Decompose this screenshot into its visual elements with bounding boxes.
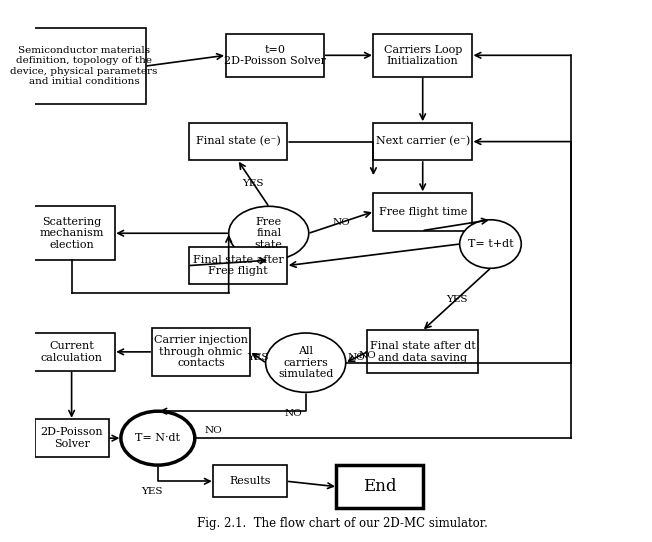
- Text: Fig. 2.1.  The flow chart of our 2D-MC simulator.: Fig. 2.1. The flow chart of our 2D-MC si…: [197, 517, 488, 530]
- Text: NO: NO: [348, 353, 365, 362]
- Text: Results: Results: [230, 476, 271, 486]
- FancyBboxPatch shape: [22, 28, 145, 104]
- Text: Final state after
Free flight: Final state after Free flight: [192, 255, 283, 276]
- FancyBboxPatch shape: [188, 247, 287, 285]
- Text: NO: NO: [284, 409, 303, 417]
- FancyBboxPatch shape: [226, 34, 324, 77]
- Text: YES: YES: [446, 295, 467, 304]
- Text: NO: NO: [204, 427, 222, 435]
- Text: t=0
2D-Poisson Solver: t=0 2D-Poisson Solver: [224, 44, 326, 66]
- Text: YES: YES: [243, 179, 264, 188]
- FancyBboxPatch shape: [188, 122, 287, 160]
- Text: Carriers Loop
Initialization: Carriers Loop Initialization: [383, 44, 462, 66]
- Ellipse shape: [229, 207, 309, 260]
- FancyBboxPatch shape: [367, 330, 478, 373]
- Text: YES: YES: [247, 353, 269, 362]
- FancyBboxPatch shape: [374, 193, 472, 230]
- Ellipse shape: [121, 411, 195, 465]
- FancyBboxPatch shape: [35, 420, 109, 457]
- Text: Free
final
state: Free final state: [255, 217, 283, 250]
- Text: Carrier injection
through ohmic
contacts: Carrier injection through ohmic contacts: [154, 335, 248, 369]
- Text: NO: NO: [333, 218, 350, 227]
- Ellipse shape: [460, 220, 521, 268]
- Text: All
carriers
simulated: All carriers simulated: [278, 346, 333, 379]
- FancyBboxPatch shape: [213, 465, 287, 498]
- Text: Next carrier (e⁻): Next carrier (e⁻): [376, 137, 470, 147]
- Ellipse shape: [265, 333, 346, 392]
- Text: Free flight time: Free flight time: [379, 207, 467, 217]
- Text: Final state after dt
and data saving: Final state after dt and data saving: [370, 341, 475, 363]
- Text: YES: YES: [141, 487, 162, 496]
- FancyBboxPatch shape: [374, 122, 472, 160]
- Text: T= t+dt: T= t+dt: [467, 239, 513, 249]
- Text: Current
calculation: Current calculation: [40, 341, 102, 363]
- Text: Semiconductor materials
definition, topology of the
device, physical parameters
: Semiconductor materials definition, topo…: [10, 46, 158, 86]
- FancyBboxPatch shape: [29, 207, 115, 260]
- Text: NO: NO: [358, 351, 376, 360]
- Text: 2D-Poisson
Solver: 2D-Poisson Solver: [40, 427, 103, 449]
- FancyBboxPatch shape: [374, 34, 472, 77]
- Text: Scattering
mechanism
election: Scattering mechanism election: [39, 217, 104, 250]
- FancyBboxPatch shape: [152, 327, 250, 376]
- FancyBboxPatch shape: [336, 465, 422, 508]
- Text: Final state (e⁻): Final state (e⁻): [196, 137, 280, 147]
- FancyBboxPatch shape: [29, 333, 115, 371]
- Text: T= N·dt: T= N·dt: [136, 433, 181, 443]
- Text: End: End: [363, 478, 396, 495]
